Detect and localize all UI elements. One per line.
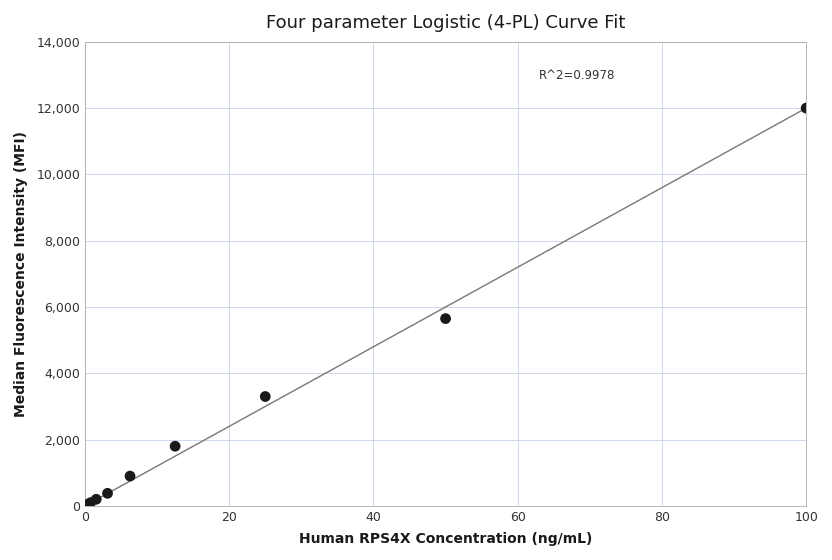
X-axis label: Human RPS4X Concentration (ng/mL): Human RPS4X Concentration (ng/mL) bbox=[299, 532, 592, 546]
Point bbox=[101, 489, 114, 498]
Point bbox=[123, 472, 136, 480]
Text: R^2=0.9978: R^2=0.9978 bbox=[539, 68, 616, 82]
Point bbox=[84, 498, 97, 507]
Point bbox=[259, 392, 272, 401]
Point bbox=[168, 442, 181, 451]
Point bbox=[800, 104, 813, 113]
Point bbox=[439, 314, 453, 323]
Y-axis label: Median Fluorescence Intensity (MFI): Median Fluorescence Intensity (MFI) bbox=[14, 131, 28, 417]
Point bbox=[90, 495, 103, 504]
Point bbox=[81, 500, 94, 508]
Title: Four parameter Logistic (4-PL) Curve Fit: Four parameter Logistic (4-PL) Curve Fit bbox=[266, 14, 626, 32]
